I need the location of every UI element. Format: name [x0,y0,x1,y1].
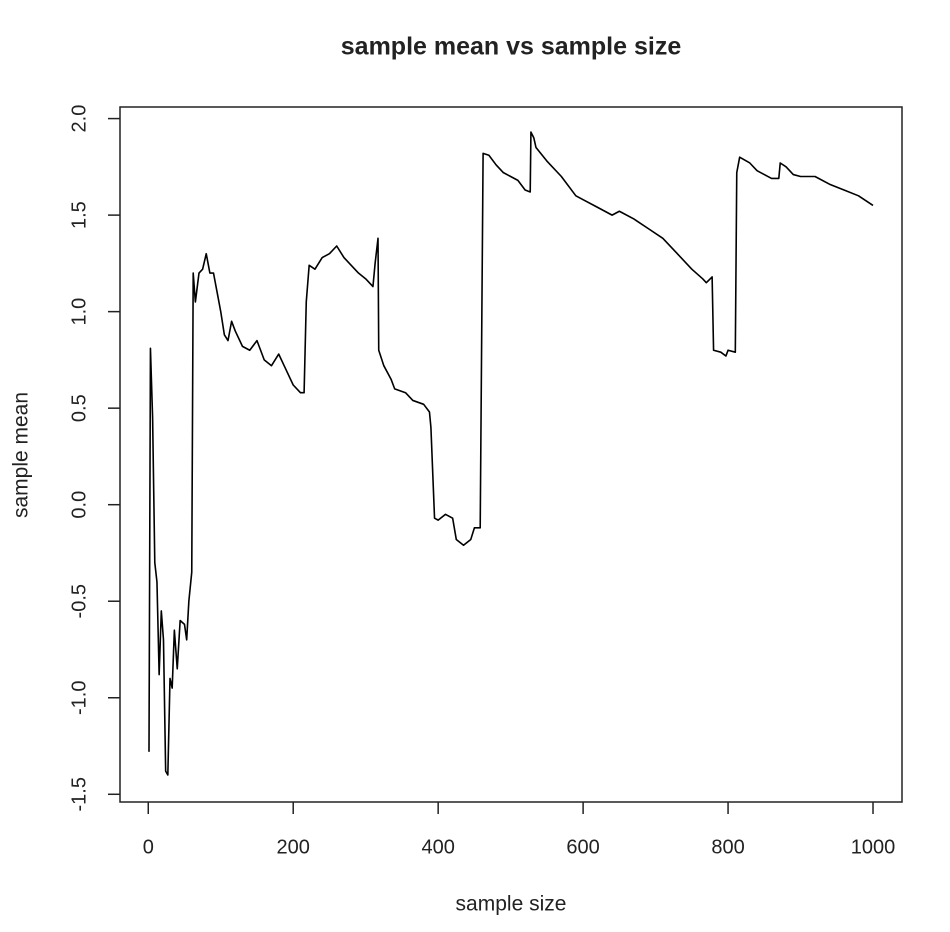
chart-title: sample mean vs sample size [341,33,682,61]
y-tick-label: 0.0 [68,491,90,519]
y-tick-label: -1.5 [68,777,90,811]
y-tick-label: 1.0 [68,298,90,326]
data-line [148,131,874,776]
y-tick-label: 2.0 [68,105,90,133]
x-tick-label: 400 [421,836,454,858]
x-tick-label: 200 [277,836,310,858]
plot-frame [119,106,903,803]
y-tick-label: -0.5 [68,584,90,618]
x-tick-label: 0 [143,836,154,858]
x-axis-label: sample size [456,893,567,916]
x-tick-label: 600 [566,836,599,858]
y-axis-label: sample mean [10,392,33,518]
x-tick-label: 800 [711,836,744,858]
y-tick-label: 1.5 [68,201,90,229]
x-tick-label: 1000 [851,836,896,858]
y-tick-label: -1.0 [68,681,90,715]
y-tick-label: 0.5 [68,394,90,422]
